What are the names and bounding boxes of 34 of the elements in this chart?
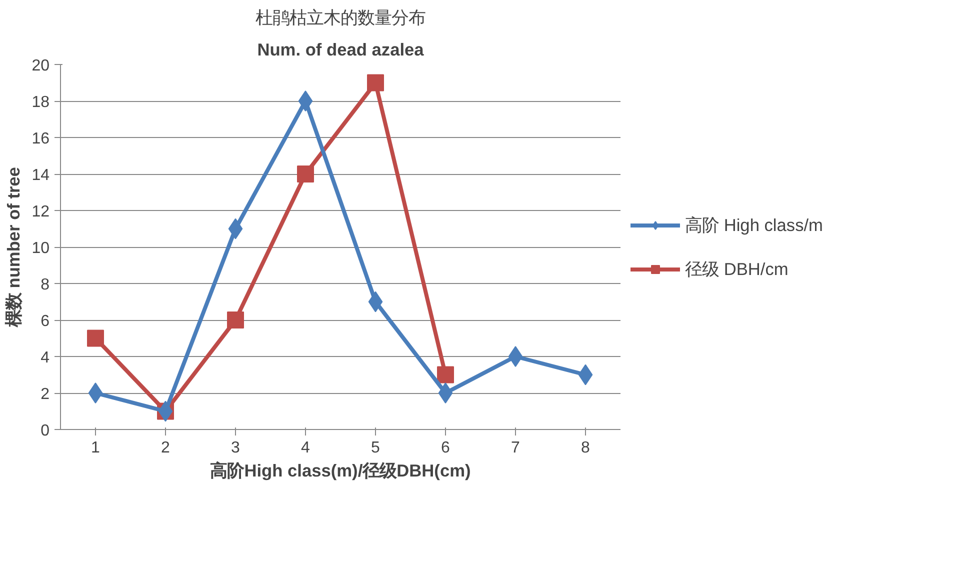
- x-tick-label: 3: [231, 440, 240, 456]
- y-tick-label: 10: [32, 240, 50, 257]
- y-axis-title: 棵数 number of tree: [4, 166, 24, 328]
- chart-title: 杜鹃枯立木的数量分布: [256, 8, 426, 28]
- point: [438, 382, 453, 404]
- point: [227, 312, 244, 328]
- x-tick-label: 5: [371, 440, 380, 456]
- x-axis-title: 高阶High class(m)/径级DBH(cm): [210, 460, 471, 480]
- y-tick-label: 4: [40, 350, 50, 366]
- point: [298, 90, 313, 112]
- point: [437, 366, 454, 384]
- y-tick-label: 16: [32, 130, 50, 148]
- point: [88, 382, 103, 404]
- y-tick-label: 6: [40, 313, 50, 330]
- y-tick-label: 2: [40, 386, 50, 403]
- point: [508, 346, 523, 367]
- x-tick-label: 6: [441, 440, 450, 456]
- y-tick-label: 18: [32, 94, 50, 111]
- y-tick-label: 14: [32, 167, 50, 184]
- legend-label: 高阶 High class/m: [685, 214, 823, 236]
- y-tick-label: 8: [40, 276, 50, 294]
- point: [367, 74, 384, 92]
- point: [87, 330, 104, 347]
- y-tick-label: 20: [32, 58, 50, 74]
- chart-subtitle: Num. of dead azalea: [257, 40, 424, 60]
- point: [297, 166, 314, 182]
- y-tick-label: 12: [32, 204, 50, 220]
- legend-label: 径级 DBH/cm: [685, 258, 788, 280]
- y-tick-label: 0: [40, 422, 50, 440]
- x-tick-label: 2: [161, 440, 170, 456]
- x-tick-label: 1: [91, 440, 100, 456]
- x-tick-label: 8: [581, 440, 590, 456]
- x-tick-label: 7: [511, 440, 520, 456]
- x-tick-label: 4: [301, 440, 310, 456]
